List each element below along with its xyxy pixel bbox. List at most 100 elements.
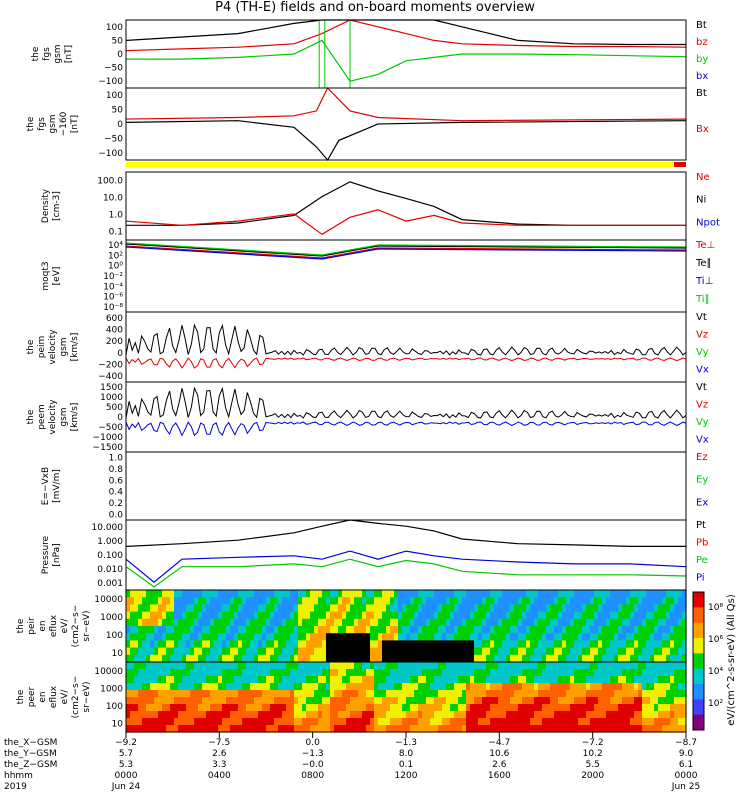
spectrogram-cell <box>126 711 131 719</box>
spectrogram-cell <box>630 683 635 691</box>
spectrogram-cell <box>662 683 667 691</box>
spectrogram-cell <box>682 718 687 726</box>
spectrogram-cell <box>162 654 167 663</box>
spectrogram-cell <box>522 640 527 649</box>
spectrogram-cell <box>618 711 623 719</box>
spectrogram-cell <box>570 725 575 733</box>
spectrogram-cell <box>262 718 267 726</box>
spectrogram-cell <box>650 676 655 684</box>
spectrogram-cell <box>238 647 243 656</box>
spectrogram-cell <box>486 618 491 627</box>
legend-entry: Ni <box>696 195 706 206</box>
spectrogram-cell <box>470 669 475 677</box>
spectrogram-cell <box>630 640 635 649</box>
colorbar-tick: 10² <box>708 699 723 709</box>
spectrogram-cell <box>262 662 267 670</box>
spectrogram-cell <box>438 718 443 726</box>
spectrogram-electron <box>126 662 687 733</box>
spectrogram-cell <box>502 647 507 656</box>
spectrogram-cell <box>554 611 559 620</box>
spectrogram-cell <box>618 611 623 620</box>
y-axis-label: E=−VxB <box>41 467 51 505</box>
spectrogram-cell <box>666 604 671 613</box>
spectrogram-cell <box>246 704 251 712</box>
spectrogram-cell <box>342 597 347 605</box>
spectrogram-cell <box>330 654 335 663</box>
spectrogram-cell <box>530 597 535 605</box>
y-tick-label: 50 <box>112 36 124 46</box>
spectrogram-cell <box>286 711 291 719</box>
spectrogram-cell <box>490 683 495 691</box>
spectrogram-cell <box>382 626 387 634</box>
spectrogram-cell <box>486 718 491 726</box>
spectrogram-cell <box>258 626 263 634</box>
spectrogram-cell <box>166 704 171 712</box>
spectrogram-cell <box>158 633 163 641</box>
spectrogram-cell <box>426 669 431 677</box>
spectrogram-cell <box>334 647 339 656</box>
spectrogram-cell <box>630 676 635 684</box>
spectrogram-cell <box>578 676 583 684</box>
spectrogram-cell <box>414 611 419 620</box>
spectrogram-cell <box>202 690 207 698</box>
spectrogram-cell <box>142 718 147 726</box>
spectrogram-cell <box>346 683 351 691</box>
spectrogram-cell <box>314 676 319 684</box>
spectrogram-cell <box>126 590 131 598</box>
spectrogram-cell <box>226 654 231 663</box>
spectrogram-cell <box>518 611 523 620</box>
spectrogram-cell <box>614 704 619 712</box>
spectrogram-cell <box>502 683 507 691</box>
spectrogram-cell <box>354 711 359 719</box>
spectrogram-cell <box>230 718 235 726</box>
spectrogram-cell <box>646 590 651 598</box>
spectrogram-cell <box>658 669 663 677</box>
spectrogram-cell <box>186 697 191 705</box>
spectrogram-cell <box>682 669 687 677</box>
spectrogram-cell <box>210 725 215 733</box>
spectrogram-cell <box>134 640 139 649</box>
spectrogram-cell <box>542 618 547 627</box>
spectrogram-cell <box>566 590 571 598</box>
spectrogram-cell <box>618 669 623 677</box>
spectrogram-cell <box>242 697 247 705</box>
spectrogram-cell <box>230 611 235 620</box>
spectrogram-cell <box>650 697 655 705</box>
spectrogram-cell <box>514 690 519 698</box>
spectrogram-cell <box>322 640 327 649</box>
y-tick-label: −100 <box>98 77 123 87</box>
spectrogram-cell <box>614 633 619 641</box>
spectrogram-cell <box>134 669 139 677</box>
spectrogram-cell <box>410 626 415 634</box>
spectrogram-cell <box>626 633 631 641</box>
spectrogram-cell <box>614 725 619 733</box>
spectrogram-cell <box>670 683 675 691</box>
spectrogram-cell <box>206 704 211 712</box>
spectrogram-cell <box>182 718 187 726</box>
spectrogram-cell <box>214 718 219 726</box>
spectrogram-cell <box>566 618 571 627</box>
spectrogram-cell <box>238 676 243 684</box>
spectrogram-cell <box>322 633 327 641</box>
spectrogram-cell <box>206 669 211 677</box>
spectrogram-cell <box>346 662 351 670</box>
spectrogram-cell <box>482 597 487 605</box>
spectrogram-cell <box>506 618 511 627</box>
spectrogram-cell <box>634 647 639 656</box>
y-tick-label: 0.2 <box>109 499 123 509</box>
spectrogram-cell <box>566 718 571 726</box>
spectrogram-cell <box>438 711 443 719</box>
spectrogram-cell <box>658 676 663 684</box>
spectrogram-cell <box>466 676 471 684</box>
spectrogram-cell <box>266 597 271 605</box>
spectrogram-cell <box>162 647 167 656</box>
spectrogram-cell <box>198 718 203 726</box>
spectrogram-cell <box>210 669 215 677</box>
spectrogram-cell <box>298 604 303 613</box>
spectrogram-cell <box>310 604 315 613</box>
spectrogram-cell <box>366 626 371 634</box>
spectrogram-cell <box>518 633 523 641</box>
y-tick-label: 600 <box>106 314 123 324</box>
spectrogram-cell <box>302 676 307 684</box>
spectrogram-cell <box>578 590 583 598</box>
